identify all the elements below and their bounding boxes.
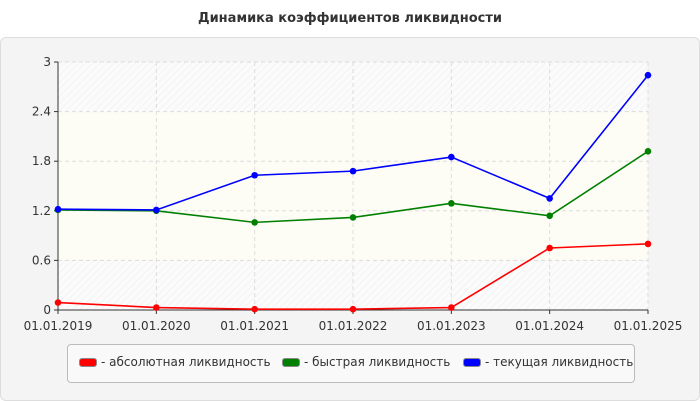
legend-item-current: - текущая ликвидность [463,355,633,369]
data-point [448,200,455,207]
data-point [448,153,455,161]
legend-item-quick: - быстрая ликвидность [282,355,450,369]
x-tick-label: 01.01.2021 [220,319,289,333]
legend-swatch [79,357,97,367]
data-point [54,299,62,306]
data-point [251,219,258,226]
x-tick-label: 01.01.2023 [417,319,486,333]
plot-band [58,111,648,261]
y-tick-label: 0.6 [32,253,51,267]
legend-swatch [282,357,300,367]
legend-label: - текущая ликвидность [485,355,634,369]
y-tick-label: 0 [43,303,51,317]
data-point [251,305,258,313]
data-point [546,244,553,252]
x-tick-label: 01.01.2025 [614,319,683,333]
legend: - абсолютная ликвидность - быстрая ликви… [67,344,635,383]
data-point [251,171,258,179]
data-point [54,205,62,213]
data-point [153,206,160,214]
data-point [644,71,652,79]
data-point [546,195,553,202]
data-point [349,214,357,221]
legend-swatch [463,357,481,367]
x-tick-label: 01.01.2019 [24,319,93,333]
data-point [546,212,553,220]
data-point [644,147,652,155]
x-tick-label: 01.01.2020 [122,319,191,333]
y-tick-label: 1.2 [32,204,51,218]
legend-label: - быстрая ликвидность [304,355,451,369]
data-point [448,304,455,311]
legend-label: - абсолютная ликвидность [101,355,271,369]
x-tick-label: 01.01.2024 [515,319,584,333]
data-point [644,240,652,248]
chart-title: Динамика коэффициентов ликвидности [198,11,502,26]
legend-item-absolute: - абсолютная ликвидность [79,355,271,369]
data-point [349,167,357,175]
y-tick-label: 1.8 [32,154,51,168]
y-tick-label: 3 [43,55,51,69]
data-point [349,305,357,313]
data-point [153,304,160,311]
y-tick-label: 2.4 [32,105,51,119]
x-tick-label: 01.01.2022 [319,319,388,333]
